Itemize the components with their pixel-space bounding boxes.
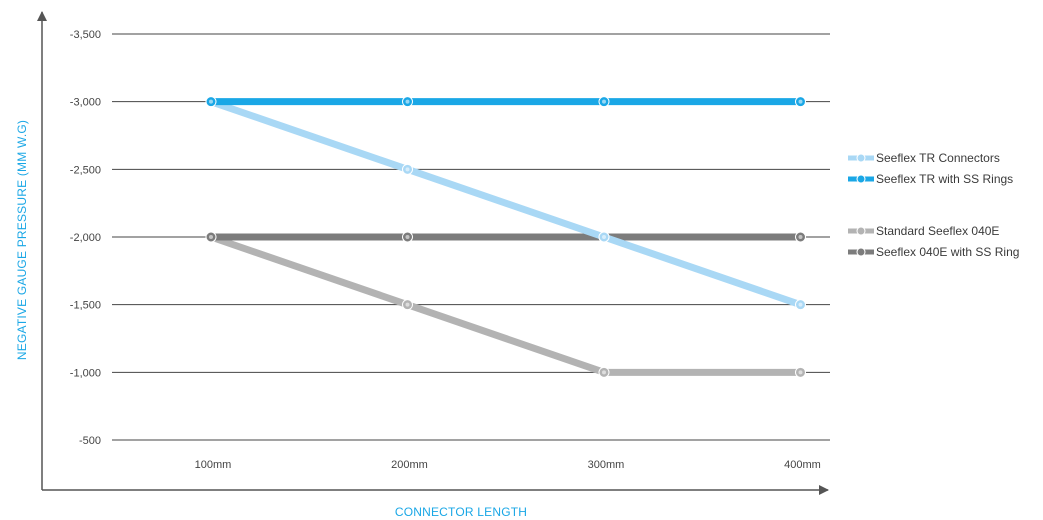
- data-point-highlight: [209, 235, 213, 239]
- data-point-highlight: [405, 167, 410, 172]
- data-point-highlight: [602, 370, 606, 375]
- y-tick-label: -3,500: [70, 29, 101, 41]
- y-tick-label: -2,500: [70, 164, 101, 176]
- x-tick-label: 100mm: [195, 459, 232, 471]
- data-point-highlight: [798, 370, 803, 375]
- legend-label: Seeflex TR with SS Rings: [876, 172, 1013, 186]
- data-point-highlight: [405, 235, 410, 239]
- series-group: [205, 96, 806, 108]
- y-tick-label: -1,500: [70, 300, 101, 312]
- legend-label: Standard Seeflex 040E: [876, 224, 999, 238]
- legend-item: Standard Seeflex 040E: [848, 224, 999, 238]
- legend-swatch-marker: [856, 247, 866, 257]
- data-point-highlight: [602, 99, 606, 104]
- legend-item: Seeflex TR with SS Rings: [848, 172, 1013, 186]
- x-axis-title: CONNECTOR LENGTH: [395, 505, 527, 519]
- legend-item: Seeflex TR Connectors: [848, 151, 1000, 165]
- x-tick-labels: 100mm 200mm 300mm 400mm: [195, 459, 821, 471]
- legend-swatch-marker: [856, 153, 866, 163]
- series-group: [205, 96, 806, 311]
- data-point-highlight: [405, 302, 410, 307]
- data-point-highlight: [602, 235, 606, 239]
- x-tick-label: 400mm: [784, 459, 821, 471]
- x-tick-label: 200mm: [391, 459, 428, 471]
- axes: [37, 11, 829, 495]
- data-point-highlight: [798, 302, 803, 307]
- y-tick-label: -1,000: [70, 367, 101, 379]
- legend-swatch-marker: [856, 226, 866, 236]
- legend-swatch-marker: [856, 174, 866, 184]
- data-point-highlight: [209, 99, 213, 104]
- legend: Seeflex TR Connectors Seeflex TR with SS …: [848, 151, 1019, 259]
- y-tick-labels: -500 -1,000 -1,500 -2,000 -2,500 -3,000 -3,500: [70, 29, 101, 447]
- x-tick-label: 300mm: [588, 459, 625, 471]
- series: [205, 96, 806, 378]
- series-line: [209, 233, 801, 376]
- y-tick-label: -500: [79, 435, 101, 447]
- legend-item: Seeflex 040E with SS Ring: [848, 245, 1019, 259]
- series-group: [205, 231, 806, 243]
- series-line: [209, 98, 802, 308]
- y-tick-label: -3,000: [70, 97, 101, 109]
- y-tick-label: -2,000: [70, 232, 101, 244]
- legend-label: Seeflex TR Connectors: [876, 151, 1000, 165]
- data-point-highlight: [405, 99, 410, 104]
- y-axis-title: NEGATIVE GAUGE PRESSURE (MM W.G): [15, 120, 29, 360]
- legend-label: Seeflex 040E with SS Ring: [876, 245, 1019, 259]
- data-point-highlight: [798, 99, 803, 104]
- data-point-highlight: [798, 235, 803, 239]
